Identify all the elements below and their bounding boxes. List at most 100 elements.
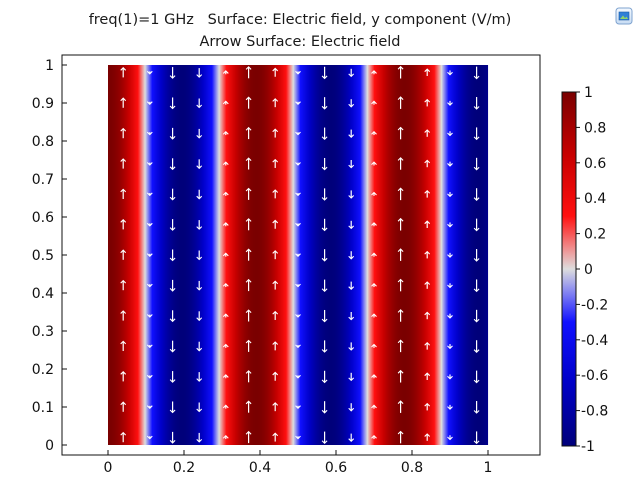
field-strip [186, 65, 188, 445]
field-arrow [321, 309, 328, 323]
field-strip [380, 65, 382, 445]
field-arrow [371, 313, 377, 318]
field-strip [276, 65, 278, 445]
field-arrow [272, 402, 279, 412]
field-strip [125, 65, 127, 445]
field-strip [469, 65, 471, 445]
field-strip [185, 65, 187, 445]
field-arrow [146, 435, 153, 440]
field-strip [444, 65, 446, 445]
y-tick-label: 0.6 [32, 210, 54, 226]
field-strip [277, 65, 279, 445]
field-strip [468, 65, 470, 445]
field-strip [355, 65, 357, 445]
field-strip [210, 65, 212, 445]
field-strip [429, 65, 431, 445]
field-arrow [397, 400, 404, 413]
field-strip [321, 65, 323, 445]
field-arrow [348, 312, 355, 321]
field-strip [240, 65, 242, 445]
field-strip [349, 65, 351, 445]
field-strip [153, 65, 155, 445]
field-arrow [245, 278, 252, 292]
field-arrow [473, 370, 480, 384]
field-arrow [196, 402, 203, 413]
field-strip [402, 65, 404, 445]
field-arrow [447, 313, 453, 319]
field-strip [346, 65, 348, 445]
field-arrow [447, 131, 453, 137]
field-arrow [146, 70, 153, 75]
x-tick-label: 0.6 [325, 460, 347, 476]
field-strip [267, 65, 269, 445]
field-strip [387, 65, 389, 445]
field-strip [235, 65, 237, 445]
field-strip [128, 65, 130, 445]
field-arrow [348, 251, 355, 260]
field-strip [127, 65, 129, 445]
colorbar-tick-label: 0.4 [584, 191, 606, 207]
field-strip [441, 65, 443, 445]
colorbar-tick-label: 0 [584, 262, 593, 278]
field-strip [193, 65, 195, 445]
field-strip [354, 65, 356, 445]
field-arrow [348, 281, 355, 290]
field-strip [434, 65, 436, 445]
field-arrow [397, 430, 404, 444]
field-strip [159, 65, 161, 445]
field-arrow [371, 100, 377, 105]
field-strip [388, 65, 390, 445]
field-strip [110, 65, 112, 445]
field-arrow [222, 282, 229, 288]
field-strip [169, 65, 171, 445]
field-arrow [295, 344, 301, 349]
field-arrow [169, 340, 176, 353]
field-strip [357, 65, 359, 445]
field-strip [133, 65, 135, 445]
field-arrow [424, 311, 431, 320]
field-arrow [295, 162, 301, 166]
field-strip [226, 65, 228, 445]
field-strip [464, 65, 466, 445]
field-strip [161, 65, 163, 445]
field-arrow [120, 340, 127, 351]
field-strip [384, 65, 386, 445]
image-export-button[interactable] [614, 6, 634, 26]
field-strip [410, 65, 412, 445]
field-arrow [397, 126, 404, 140]
field-strip [439, 65, 441, 445]
field-strip [414, 65, 416, 445]
field-strip [251, 65, 253, 445]
field-arrow [222, 313, 229, 318]
field-strip [247, 65, 249, 445]
field-arrow [146, 405, 153, 409]
field-strip [399, 65, 401, 445]
field-arrow [222, 191, 229, 196]
field-strip [409, 65, 411, 445]
field-arrow [146, 222, 153, 227]
field-arrow [348, 372, 355, 382]
field-strip [212, 65, 214, 445]
field-arrow [473, 218, 480, 232]
field-strip [194, 65, 196, 445]
field-arrow [272, 250, 279, 260]
field-arrow [424, 372, 431, 381]
field-strip [280, 65, 282, 445]
field-strip [356, 65, 358, 445]
field-arrow [169, 249, 176, 262]
field-arrow [272, 280, 279, 290]
field-strip [221, 65, 223, 445]
field-arrow [321, 279, 328, 293]
field-strip [155, 65, 157, 445]
field-strip [326, 65, 328, 445]
field-strip [334, 65, 336, 445]
field-strip [398, 65, 400, 445]
field-strip [198, 65, 200, 445]
field-strip [233, 65, 235, 445]
colorbar-tick-label: -0.4 [581, 333, 608, 349]
field-arrow [397, 248, 404, 261]
field-arrow [222, 343, 229, 348]
field-strip [291, 65, 293, 445]
field-strip [313, 65, 315, 445]
field-arrow [245, 400, 252, 413]
